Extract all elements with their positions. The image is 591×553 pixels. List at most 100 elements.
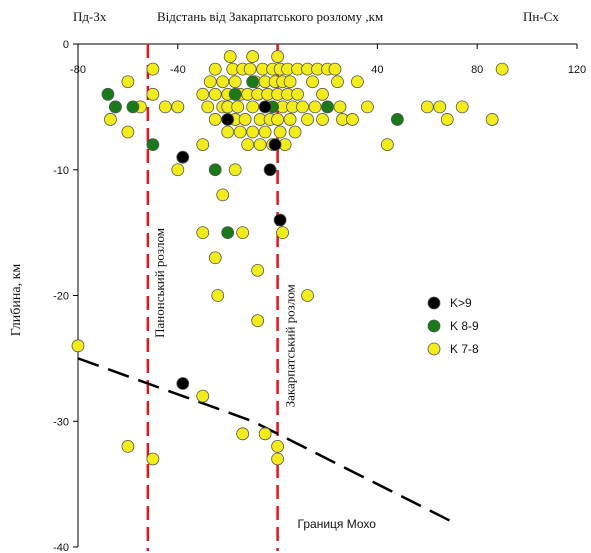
data-point — [221, 226, 235, 240]
data-point — [246, 100, 260, 114]
axes: -80 -40 0 40 80 120 0 -10 -20 -30 -40 — [53, 39, 586, 553]
data-point — [380, 138, 394, 152]
data-point — [316, 113, 329, 126]
x-tick-label: 120 — [568, 64, 586, 76]
y-ticks: 0 -10 -20 -30 -40 — [53, 39, 78, 553]
data-point — [101, 87, 115, 101]
data-point — [241, 138, 255, 152]
data-point — [361, 100, 374, 114]
x-tick-label: -40 — [170, 64, 186, 76]
data-point — [196, 138, 210, 152]
data-point — [223, 50, 237, 63]
y-tick-label: -20 — [53, 291, 69, 303]
data-point — [201, 100, 215, 114]
data-point — [146, 452, 160, 466]
data-point — [228, 87, 242, 101]
data-point — [104, 113, 117, 126]
data-point — [126, 100, 140, 114]
data-point — [71, 339, 85, 353]
legend-label: K 8-9 — [450, 319, 479, 333]
data-point — [306, 75, 319, 89]
zakarpat-fault-label: Закарпатський розлом — [283, 284, 298, 407]
data-point — [246, 75, 260, 89]
data-point — [455, 100, 469, 114]
data-point — [296, 100, 309, 114]
data-point — [301, 289, 314, 302]
data-point — [331, 75, 344, 89]
legend-marker — [427, 296, 441, 310]
data-point — [273, 213, 287, 227]
data-point — [485, 113, 499, 126]
data-point — [109, 100, 122, 114]
data-point — [121, 75, 135, 89]
data-point — [316, 87, 329, 101]
data-point — [495, 62, 509, 76]
x-tick-label: -80 — [70, 64, 86, 76]
data-point — [246, 125, 260, 139]
data-point — [283, 75, 297, 89]
data-point — [146, 138, 160, 152]
data-point — [253, 138, 267, 152]
data-point — [283, 113, 297, 126]
data-point — [291, 87, 304, 101]
x-tick-label: 80 — [471, 64, 483, 76]
legend: K>9 K 8-9 K 7-8 — [427, 296, 479, 356]
data-point — [346, 113, 359, 126]
data-point — [121, 439, 135, 453]
fault-labels: Панонський розлом Закарпатський розлом Г… — [152, 228, 376, 531]
data-point — [273, 125, 287, 139]
data-point — [158, 100, 172, 114]
x-tick-label: 40 — [371, 64, 383, 76]
data-point — [196, 226, 210, 240]
corner-label-right: Пн-Сх — [523, 9, 559, 24]
y-tick-label: -10 — [53, 165, 69, 177]
data-point — [231, 100, 245, 114]
data-point — [321, 100, 334, 114]
data-point — [271, 50, 285, 63]
data-point — [238, 113, 252, 126]
data-point — [203, 75, 217, 89]
legend-marker — [427, 319, 441, 333]
data-point — [216, 75, 230, 89]
data-point — [146, 87, 160, 101]
data-point — [246, 50, 260, 63]
data-point — [258, 100, 272, 114]
y-tick-label: -30 — [53, 416, 69, 428]
legend-label: K>9 — [450, 296, 472, 310]
data-point — [208, 62, 222, 76]
data-point — [221, 113, 235, 126]
data-point — [251, 314, 265, 328]
data-point — [301, 113, 314, 126]
data-point — [236, 427, 250, 441]
data-point — [328, 62, 342, 76]
data-point — [208, 251, 222, 265]
data-point — [271, 439, 285, 453]
data-point — [176, 377, 190, 390]
data-point — [440, 113, 454, 126]
data-point — [288, 125, 302, 139]
data-point — [216, 188, 230, 202]
data-point — [176, 150, 190, 164]
y-tick-label: 0 — [63, 39, 69, 51]
moho-line — [77, 357, 453, 523]
data-point — [121, 125, 135, 139]
data-point — [171, 163, 185, 177]
data-point — [196, 87, 210, 101]
y-axis-label: Глибина, км — [9, 264, 24, 337]
data-point — [233, 125, 247, 139]
legend-label: K 7-8 — [450, 342, 479, 356]
y-tick-label: -40 — [53, 542, 69, 553]
moho-label: Границя Мохо — [298, 517, 377, 531]
data-point — [228, 75, 242, 89]
data-point — [271, 113, 285, 126]
data-point — [276, 226, 289, 240]
data-points — [71, 50, 509, 466]
data-point — [258, 427, 272, 441]
panon-fault-label: Панонський розлом — [152, 228, 167, 338]
data-point — [390, 113, 404, 126]
data-point — [263, 163, 277, 177]
data-point — [211, 289, 225, 302]
data-point — [221, 125, 235, 139]
data-point — [420, 100, 434, 114]
